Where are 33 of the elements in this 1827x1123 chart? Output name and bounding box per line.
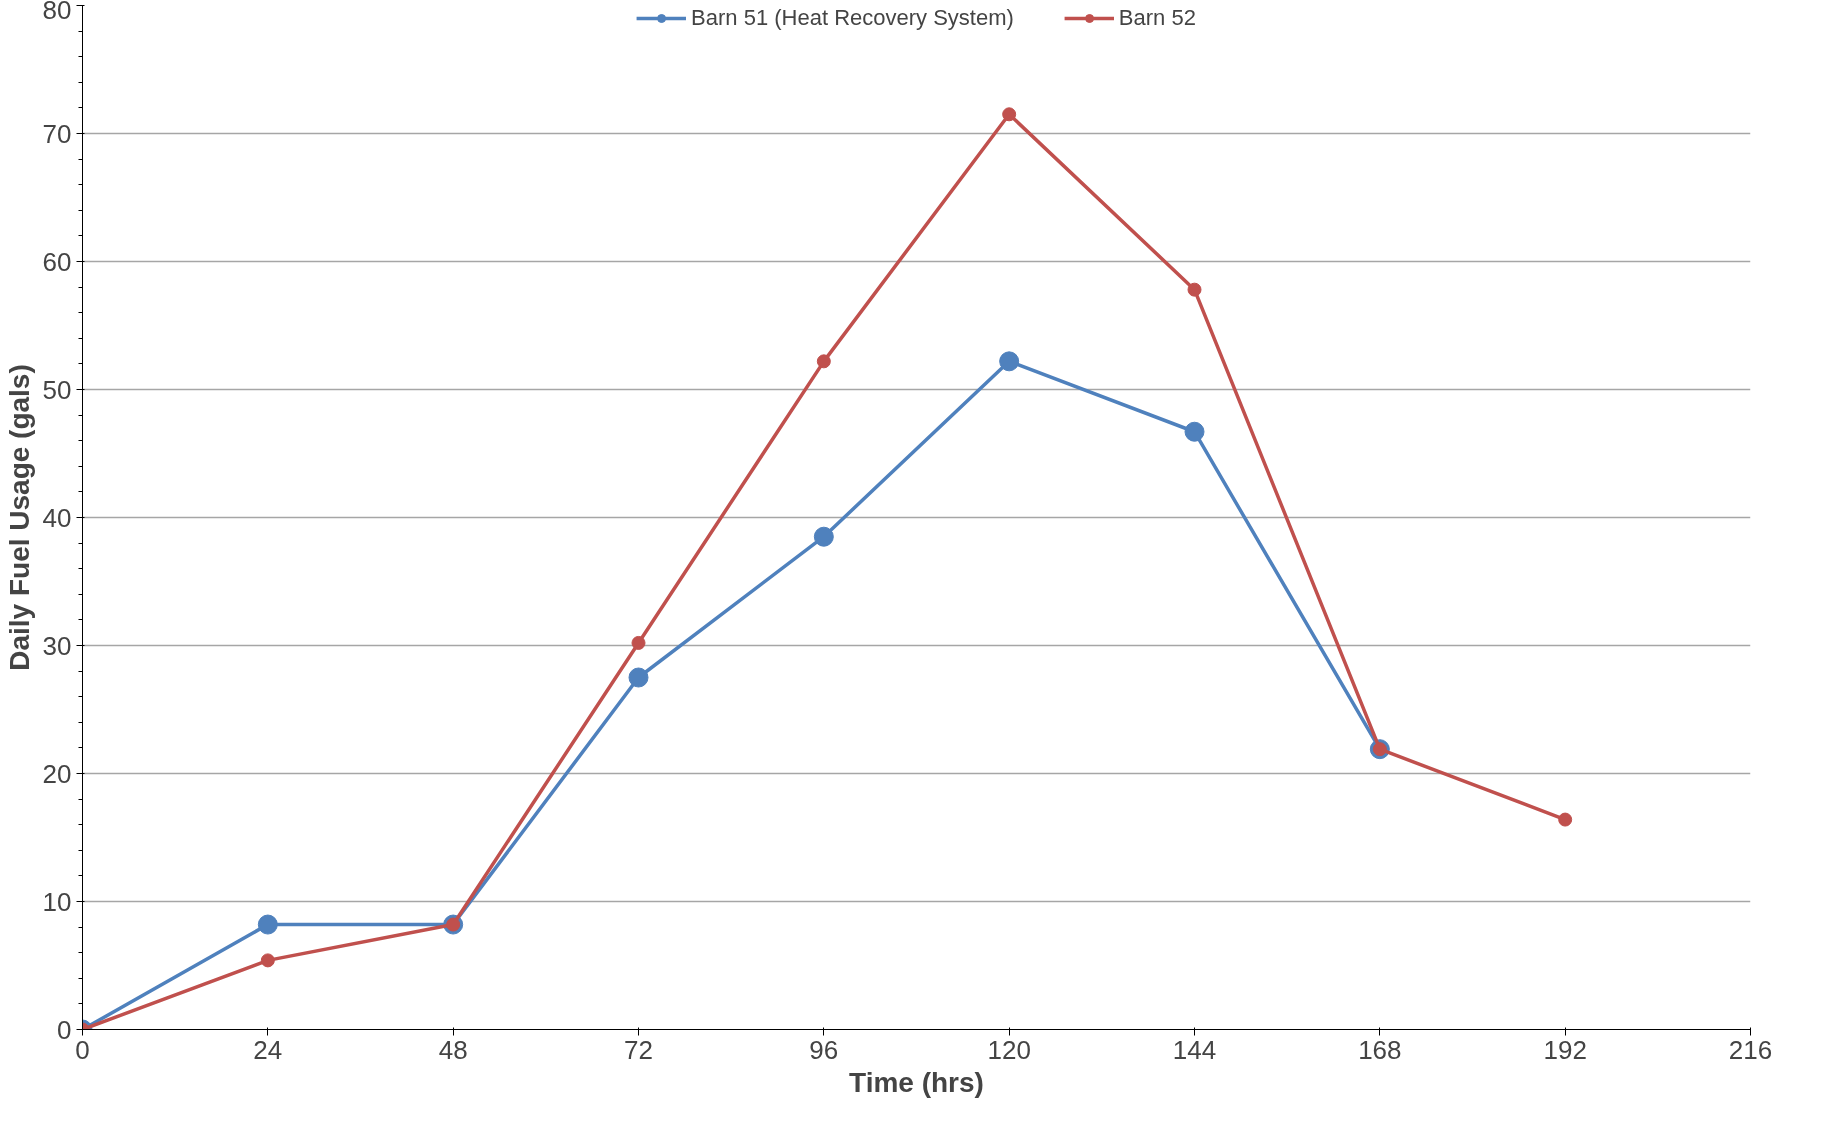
x-tick-label: 216 — [1728, 1034, 1773, 1065]
legend-label: Barn 51 (Heat Recovery System) — [691, 5, 1014, 31]
y-tick-label: 40 — [42, 502, 72, 533]
point — [1558, 812, 1573, 827]
y-tick-label: 50 — [42, 374, 72, 405]
y-tick-label: 80 — [42, 0, 72, 25]
y-tick-label: 30 — [42, 630, 72, 661]
point — [1184, 421, 1205, 442]
x-tick-label: 192 — [1543, 1034, 1587, 1065]
point — [631, 635, 646, 650]
x-axis-title: Time (hrs) — [849, 1066, 984, 1098]
x-tick-label: 48 — [438, 1034, 468, 1065]
x-tick-label: 168 — [1358, 1034, 1402, 1065]
y-tick-label: 0 — [57, 1014, 72, 1045]
point — [813, 526, 834, 547]
y-tick-label: 20 — [42, 758, 72, 789]
legend-label: Barn 52 — [1118, 5, 1196, 31]
x-tick-label: 120 — [987, 1034, 1031, 1065]
point — [257, 914, 278, 935]
y-tick-label: 70 — [42, 118, 72, 149]
y-tick-label: 60 — [42, 246, 72, 277]
x-tick-label: 96 — [809, 1034, 839, 1065]
x-tick-label: 72 — [624, 1034, 653, 1065]
point — [260, 953, 275, 968]
y-axis-title: Daily Fuel Usage (gals) — [3, 364, 35, 671]
point — [999, 351, 1020, 372]
point — [816, 354, 831, 369]
x-tick-label: 144 — [1172, 1034, 1217, 1065]
point — [628, 667, 649, 688]
x-tick-label: 24 — [253, 1034, 283, 1065]
y-tick-label: 10 — [42, 886, 72, 917]
point — [1002, 107, 1017, 122]
point — [1187, 282, 1202, 297]
